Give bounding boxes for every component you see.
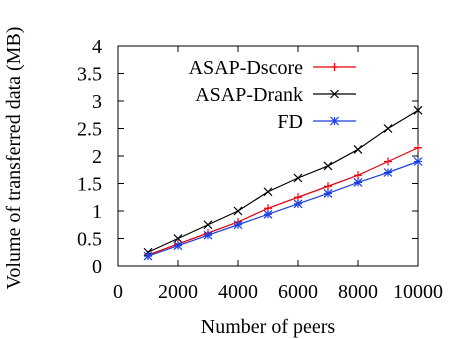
data-point-asap-drank	[203, 220, 213, 230]
y-tick-label: 0	[92, 256, 102, 278]
y-tick-label: 3.5	[77, 64, 102, 86]
y-axis-label: Volume of transferred data (MB)	[3, 27, 25, 290]
y-tick-label: 1.5	[77, 174, 102, 196]
data-point-fd	[263, 209, 273, 219]
x-axis-label: Number of peers	[201, 316, 336, 338]
legend-swatch-marker	[330, 89, 339, 99]
series-line-asap-drank	[147, 109, 419, 253]
y-tick-label: 2.5	[77, 119, 102, 141]
data-point-asap-dscore	[384, 157, 392, 166]
data-point-fd	[233, 220, 243, 230]
data-point-asap-dscore	[354, 171, 362, 180]
data-point-asap-drank	[293, 173, 303, 183]
data-point-fd	[413, 157, 423, 166]
data-point-fd	[293, 199, 303, 209]
x-tick-label: 0	[113, 281, 123, 303]
data-point-fd	[143, 251, 153, 261]
x-tick-label: 10000	[393, 281, 443, 303]
data-point-asap-dscore	[324, 182, 332, 191]
x-tick-label: 8000	[338, 281, 378, 303]
x-tick-label: 2000	[158, 281, 198, 303]
series-line-fd	[147, 160, 419, 257]
y-tick-label: 2	[92, 146, 102, 168]
y-tick-label: 1	[92, 201, 102, 223]
legend-label: ASAP-Drank	[195, 84, 303, 106]
data-point-asap-drank	[383, 124, 393, 133]
data-point-fd	[173, 241, 183, 251]
data-point-asap-drank	[323, 161, 333, 171]
legend-swatch-marker	[330, 63, 339, 71]
data-point-asap-drank	[353, 144, 363, 154]
data-point-asap-drank	[413, 105, 423, 115]
data-point-asap-dscore	[414, 143, 422, 152]
series-line-asap-dscore	[147, 147, 419, 256]
data-point-fd	[323, 188, 333, 198]
legend-label: FD	[277, 111, 303, 133]
x-axis: 0 2000 4000 6000 8000 10000	[113, 46, 443, 303]
series-layer	[143, 105, 423, 261]
legend-swatch-marker	[330, 116, 339, 126]
data-point-asap-drank	[233, 206, 243, 216]
data-point-fd	[203, 230, 213, 240]
data-point-fd	[353, 177, 363, 187]
x-tick-label: 4000	[218, 281, 258, 303]
legend: ASAP-Dscore ASAP-Drank FD	[189, 57, 356, 133]
plot-frame	[117, 45, 419, 267]
data-point-fd	[383, 168, 393, 177]
x-tick-label: 6000	[278, 281, 318, 303]
y-axis: 0 0.5 1 1.5 2 2.5 3 3.5 4	[77, 36, 418, 278]
plot-area	[117, 45, 419, 267]
y-tick-label: 4	[92, 36, 102, 58]
legend-label: ASAP-Dscore	[189, 57, 304, 79]
data-point-asap-drank	[263, 187, 273, 197]
y-tick-label: 0.5	[77, 229, 102, 251]
data-point-asap-drank	[173, 234, 183, 243]
y-tick-label: 3	[92, 91, 102, 113]
